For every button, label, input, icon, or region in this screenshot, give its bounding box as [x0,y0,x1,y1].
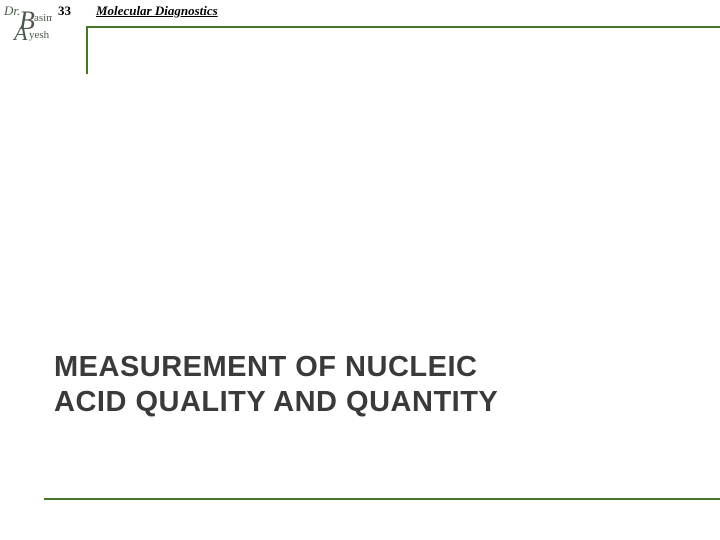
logo-asim-text: asim [34,12,52,24]
page-number: 33 [58,3,71,19]
title-line-1: MEASUREMENT OF NUCLEIC [54,351,477,383]
header-vertical-line [86,26,88,74]
footer-line [44,498,720,500]
logo-a-letter: A [12,20,28,45]
logo-dr-text: Dr. [4,3,20,18]
title-line-2: ACID QUALITY AND QUANTITY [54,386,498,418]
main-title: MEASUREMENT OF NUCLEIC ACID QUALITY AND … [54,350,498,420]
header: Dr. B asim A yesh 33 Molecular Diagnosti… [0,0,720,50]
logo: Dr. B asim A yesh [4,3,52,45]
header-horizontal-line [86,26,720,28]
header-title: Molecular Diagnostics [96,3,218,19]
logo-yesh-text: yesh [29,29,50,41]
